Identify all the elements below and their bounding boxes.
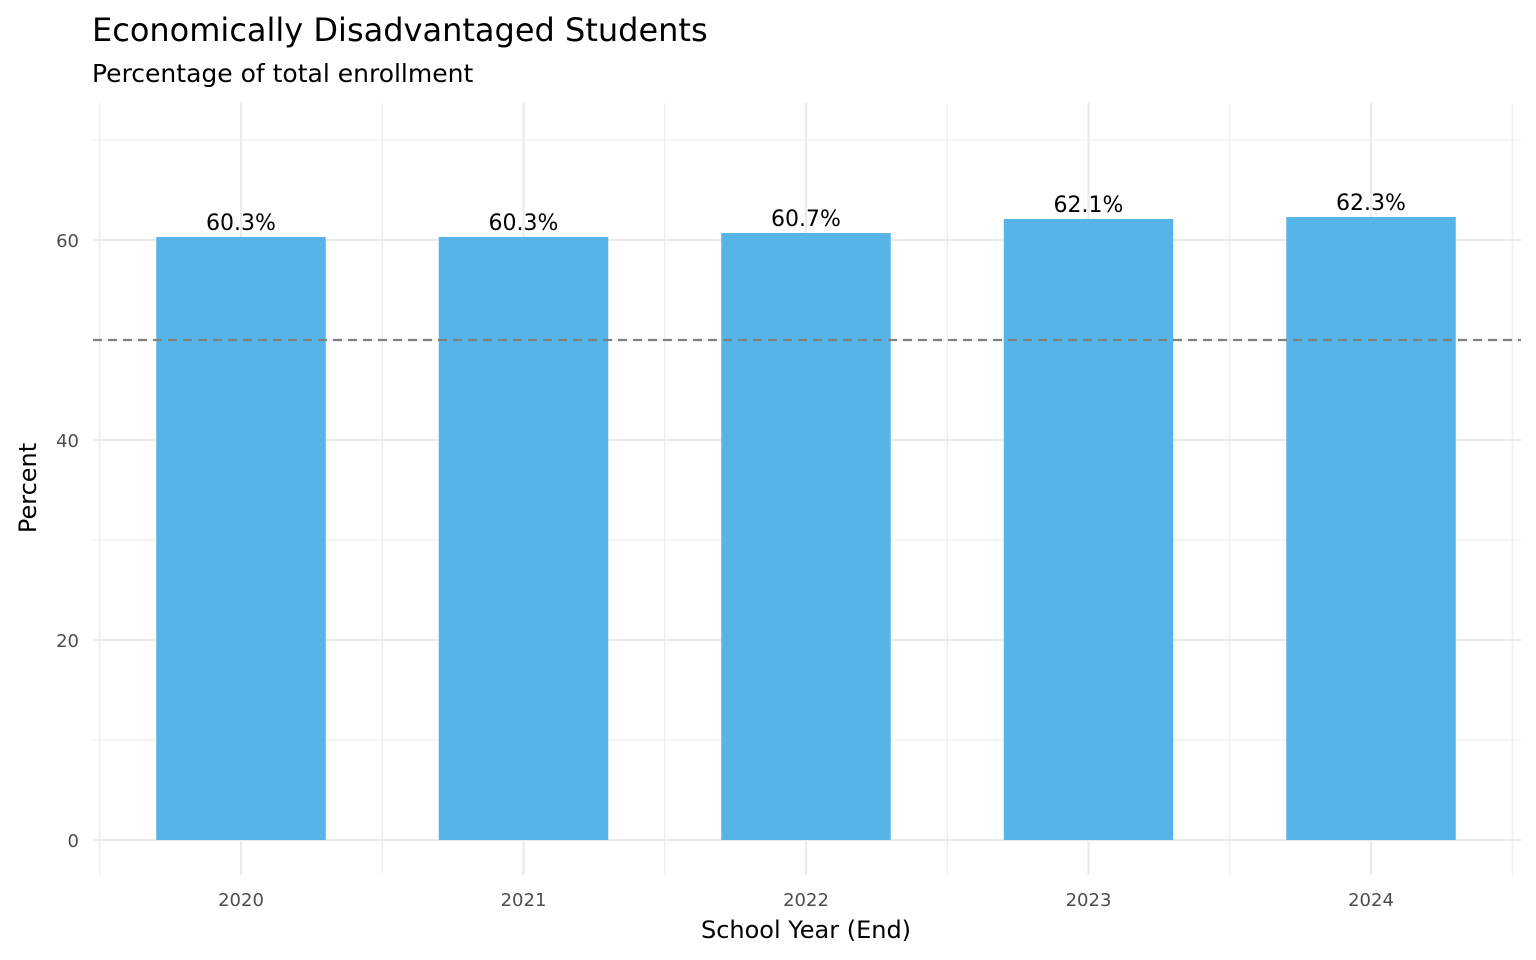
y-tick-label: 20 bbox=[56, 631, 79, 652]
bar-2023 bbox=[1003, 219, 1174, 840]
bar-2021 bbox=[438, 237, 609, 840]
bars bbox=[156, 217, 1456, 840]
chart-title: Economically Disadvantaged Students bbox=[92, 11, 708, 49]
bar-2020 bbox=[156, 237, 326, 840]
x-tick-label: 2021 bbox=[501, 890, 547, 911]
bar-2022 bbox=[721, 233, 891, 840]
y-tick-label: 60 bbox=[56, 231, 79, 252]
y-tick-label: 0 bbox=[68, 831, 79, 852]
data-label: 60.3% bbox=[206, 211, 276, 236]
x-axis-title: School Year (End) bbox=[701, 916, 911, 944]
x-tick-label: 2024 bbox=[1348, 890, 1394, 911]
y-axis-title: Percent bbox=[14, 443, 42, 533]
y-tick-label: 40 bbox=[56, 431, 79, 452]
data-labels: 60.3% 60.3% 60.7% 62.1% 62.3% bbox=[206, 191, 1406, 236]
x-tick-label: 2022 bbox=[783, 890, 829, 911]
data-label: 62.1% bbox=[1054, 193, 1124, 218]
x-tick-label: 2020 bbox=[218, 890, 264, 911]
bar-2024 bbox=[1286, 217, 1456, 840]
x-axis-ticks: 2020 2021 2022 2023 2024 bbox=[218, 890, 1394, 911]
y-axis-ticks: 0 20 40 60 bbox=[56, 231, 79, 852]
data-label: 60.3% bbox=[489, 211, 559, 236]
x-tick-label: 2023 bbox=[1066, 890, 1112, 911]
chart-subtitle: Percentage of total enrollment bbox=[92, 59, 473, 88]
data-label: 62.3% bbox=[1336, 191, 1406, 216]
data-label: 60.7% bbox=[771, 207, 841, 232]
